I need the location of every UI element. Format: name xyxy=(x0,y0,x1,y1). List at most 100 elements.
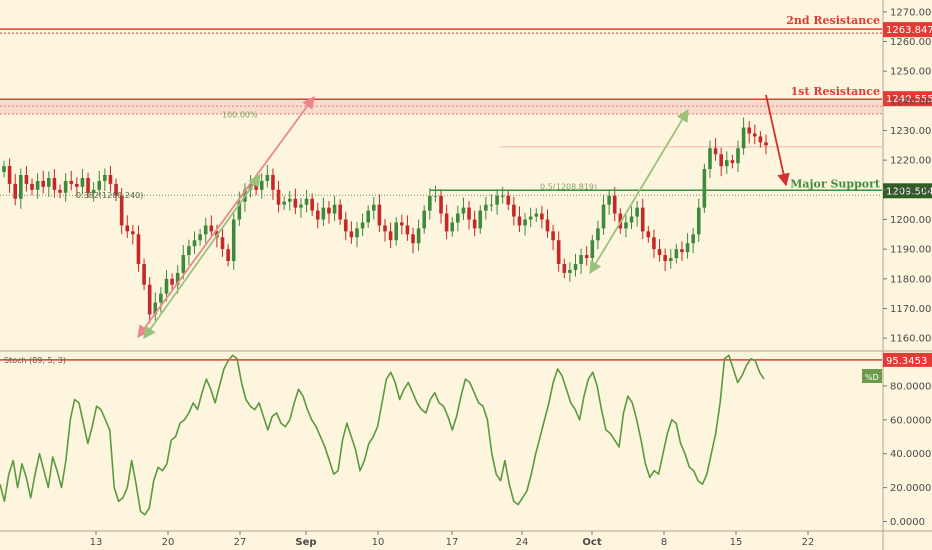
fib-label-100: 100.00% xyxy=(222,110,258,119)
retrace-arrow-green-1 xyxy=(143,173,261,340)
candle-body xyxy=(321,207,326,220)
candle-body xyxy=(635,207,639,217)
stoch-tick-label: 40.0000 xyxy=(890,449,931,460)
candle-body xyxy=(91,189,96,193)
candle-body xyxy=(170,278,174,285)
x-tick-label: 24 xyxy=(516,537,529,548)
price-tick-label: 1160.000 xyxy=(890,334,932,345)
price-tick-label: 1250.000 xyxy=(890,67,932,78)
candle-body xyxy=(674,249,679,259)
candle-body xyxy=(343,219,348,232)
candle-body xyxy=(741,127,746,149)
x-tick-label: 17 xyxy=(446,537,459,548)
candle-body xyxy=(764,142,768,146)
stoch-tick-label: 20.0000 xyxy=(890,483,931,494)
candle-body xyxy=(142,263,146,285)
candle-body xyxy=(702,169,707,208)
candle-body xyxy=(327,207,331,214)
candle-body xyxy=(7,166,12,184)
drop-arrow-red xyxy=(765,94,790,187)
levels: 2nd Resistance 1263.847 1st Resistance 1240… xyxy=(0,14,932,200)
candle-body xyxy=(187,246,191,256)
candles xyxy=(2,117,768,324)
candle-body xyxy=(517,216,522,226)
x-tick-label: 27 xyxy=(234,537,247,548)
candle-body xyxy=(355,228,359,238)
price-tick-label: 1230.000 xyxy=(890,126,932,137)
candle-body xyxy=(80,177,85,187)
fib-label-0382: 0.382(1208.240) xyxy=(76,191,143,200)
candle-body xyxy=(472,219,477,229)
candle-body xyxy=(63,180,68,193)
price-badge-major-support xyxy=(883,183,932,199)
candle-body xyxy=(299,204,303,208)
candle-body xyxy=(416,228,421,244)
fib-label-05: 0.5(1208.819) xyxy=(540,183,597,192)
candle-body xyxy=(478,210,483,229)
candle-body xyxy=(556,240,561,264)
candle-body xyxy=(147,284,152,315)
candle-body xyxy=(181,255,186,273)
candle-body xyxy=(349,231,354,238)
price-tick-label: 1220.000 xyxy=(890,156,932,167)
price-tick-label: 1270.000 xyxy=(890,7,932,18)
stoch-tick-label: 80.0000 xyxy=(890,381,931,392)
level-label-major-support: Major Support xyxy=(790,177,881,190)
resistance-zone xyxy=(0,99,882,115)
candle-body xyxy=(540,213,544,220)
candle-body xyxy=(304,198,309,205)
candle-body xyxy=(584,255,589,259)
candle-body xyxy=(652,237,656,250)
x-tick-label: 10 xyxy=(372,537,385,548)
x-tick-label: 20 xyxy=(162,537,175,548)
candle-body xyxy=(422,210,427,229)
candle-body xyxy=(58,189,62,193)
candle-body xyxy=(629,216,634,223)
candle-body xyxy=(579,255,583,264)
candle-body xyxy=(450,222,455,232)
candle-body xyxy=(730,160,735,164)
stochastic-panel: Stoch (89, 5, 3)95.3453%D xyxy=(0,352,932,516)
stoch-tick-label: 0.0000 xyxy=(890,517,925,528)
candle-body xyxy=(573,263,578,270)
candle-body xyxy=(461,207,466,214)
candle-body xyxy=(69,180,74,184)
candle-body xyxy=(119,195,124,226)
candle-body xyxy=(394,222,399,241)
candle-body xyxy=(220,237,225,250)
price-badge-2nd-resistance xyxy=(883,22,932,38)
candle-body xyxy=(209,225,214,232)
x-tick-label: Sep xyxy=(295,537,316,548)
stoch-level-badge xyxy=(883,352,932,367)
candle-body xyxy=(366,210,370,223)
level-label-1st-resistance: 1st Resistance xyxy=(791,85,880,98)
candle-body xyxy=(500,195,505,197)
candle-body xyxy=(506,195,511,205)
candle-body xyxy=(293,198,298,208)
candle-body xyxy=(568,269,572,273)
candle-body xyxy=(103,175,107,181)
price-tick-label: 1210.000 xyxy=(890,185,932,196)
projection-arrow-red xyxy=(137,95,315,339)
candle-body xyxy=(276,189,281,205)
price-badge-text: 1209.504 xyxy=(886,186,932,197)
candle-body xyxy=(315,210,320,220)
x-tick-label: Oct xyxy=(582,537,601,548)
candle-body xyxy=(19,175,23,199)
candle-body xyxy=(265,175,270,181)
candle-body xyxy=(724,160,729,167)
x-tick-label: 15 xyxy=(730,537,743,548)
candle-body xyxy=(371,204,376,211)
candle-body xyxy=(668,258,673,262)
candle-body xyxy=(456,213,460,223)
candle-body xyxy=(310,198,314,211)
candle-body xyxy=(551,231,555,241)
candle-body xyxy=(523,219,527,226)
candle-body xyxy=(383,225,387,232)
candle-body xyxy=(747,127,751,134)
candle-body xyxy=(338,204,342,220)
price-tick-label: 1240.000 xyxy=(890,96,932,107)
candle-body xyxy=(467,207,471,220)
candle-body xyxy=(97,180,102,190)
candle-body xyxy=(562,263,567,273)
